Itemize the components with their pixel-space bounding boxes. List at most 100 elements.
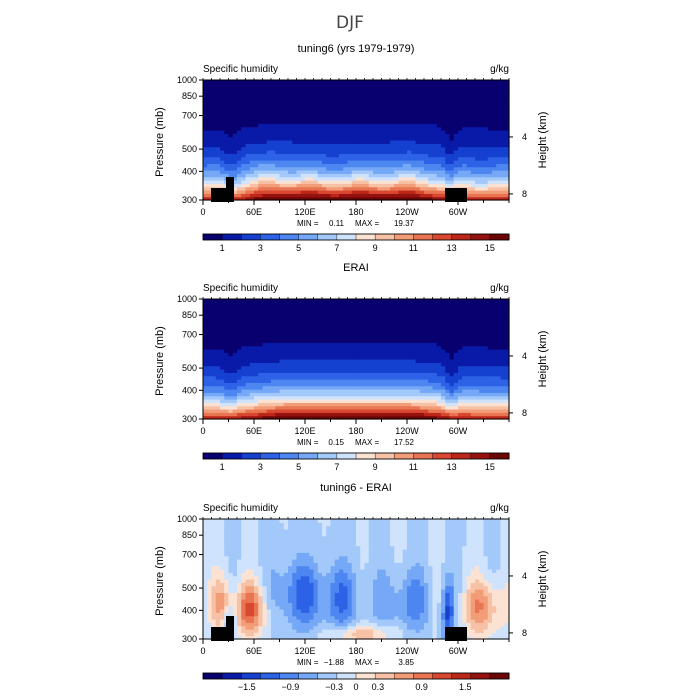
heatmap-cell: [249, 389, 255, 393]
heatmap-cell: [441, 156, 446, 161]
heatmap-cell: [453, 113, 459, 118]
heatmap-cell: [407, 183, 412, 188]
heatmap-cell: [305, 332, 310, 337]
heatmap-cell: [288, 322, 293, 327]
heatmap-cell: [203, 379, 208, 383]
heatmap-cell: [436, 133, 442, 138]
heatmap-cell: [207, 120, 213, 124]
heatmap-cell: [381, 379, 387, 383]
heatmap-cell: [262, 180, 268, 184]
heatmap-cell: [377, 375, 383, 380]
heatmap-cell: [220, 160, 225, 164]
heatmap-cell: [351, 103, 357, 108]
heatmap-cell: [415, 339, 421, 343]
heatmap-cell: [364, 335, 370, 340]
heatmap-cell: [441, 126, 446, 131]
heatmap-cell: [317, 183, 323, 188]
heatmap-cell: [458, 299, 463, 303]
heatmap-cell: [343, 153, 349, 158]
heatmap-cell: [411, 305, 417, 310]
heatmap-cell: [288, 365, 293, 370]
heatmap-cell: [283, 130, 289, 134]
heatmap-cell: [309, 140, 315, 144]
heatmap-cell: [283, 405, 289, 410]
heatmap-cell: [466, 163, 472, 168]
heatmap-cell: [288, 186, 293, 191]
heatmap-cell: [360, 183, 366, 188]
heatmap-cell: [258, 160, 264, 164]
heatmap-cell: [330, 140, 336, 144]
heatmap-cell: [245, 140, 251, 144]
heatmap-cell: [377, 100, 383, 104]
heatmap-cell: [368, 339, 374, 343]
heatmap-cell: [368, 173, 374, 178]
heatmap-cell: [398, 136, 404, 141]
heatmap-cell: [449, 412, 455, 417]
heatmap-cell: [407, 150, 412, 154]
heatmap-cell: [453, 160, 459, 164]
heatmap-cell: [220, 305, 225, 310]
heatmap-cell: [220, 173, 225, 178]
heatmap-cell: [411, 405, 417, 410]
heatmap-cell: [334, 180, 340, 184]
heatmap-cell: [377, 113, 383, 118]
heatmap-cell: [343, 342, 349, 347]
heatmap-cell: [436, 335, 442, 340]
heatmap-cell: [415, 309, 421, 313]
heatmap-cell: [381, 309, 387, 313]
heatmap-cell: [432, 83, 438, 88]
heatmap-cell: [309, 409, 315, 413]
heatmap-cell: [356, 193, 361, 198]
heatmap-cell: [249, 143, 255, 148]
heatmap-cell: [364, 190, 370, 194]
heatmap-cell: [377, 302, 383, 307]
heatmap-cell: [266, 302, 272, 307]
heatmap-cell: [203, 173, 208, 178]
heatmap-cell: [262, 389, 268, 393]
heatmap-cell: [428, 309, 434, 313]
heatmap-cell: [424, 150, 429, 154]
heatmap-cell: [428, 359, 434, 363]
heatmap-cell: [432, 186, 438, 191]
heatmap-cell: [224, 113, 230, 118]
heatmap-cell: [220, 130, 225, 134]
heatmap-cell: [313, 180, 319, 184]
heatmap-cell: [339, 136, 344, 141]
heatmap-cell: [296, 322, 302, 327]
heatmap-cell: [220, 183, 225, 188]
heatmap-cell: [504, 193, 510, 198]
heatmap-cell: [330, 133, 336, 138]
heatmap-cell: [245, 150, 251, 154]
heatmap-cell: [385, 153, 391, 158]
heatmap-cell: [245, 339, 251, 343]
heatmap-cell: [428, 180, 434, 184]
heatmap-cell: [462, 133, 468, 138]
heatmap-cell: [492, 136, 497, 141]
heatmap-cell: [458, 369, 463, 373]
heatmap-cell: [453, 305, 459, 310]
heatmap-cell: [249, 359, 255, 363]
heatmap-cell: [394, 325, 400, 330]
heatmap-cell: [428, 140, 434, 144]
heatmap-cell: [249, 415, 255, 420]
heatmap-cell: [211, 173, 217, 178]
heatmap-cell: [241, 116, 247, 121]
heatmap-cell: [424, 375, 429, 380]
heatmap-cell: [228, 369, 234, 373]
heatmap-cell: [339, 349, 344, 353]
heatmap-cell: [419, 100, 425, 104]
heatmap-cell: [462, 170, 468, 174]
heatmap-cell: [249, 106, 255, 111]
heatmap-cell: [309, 110, 315, 114]
heatmap-cell: [360, 352, 366, 357]
heatmap-cell: [385, 96, 391, 101]
heatmap-cell: [322, 190, 327, 194]
heatmap-cell: [398, 409, 404, 413]
heatmap-cell: [492, 113, 497, 118]
heatmap-cell: [373, 405, 378, 410]
heatmap-cell: [381, 90, 387, 94]
heatmap-cell: [445, 150, 451, 154]
colorbar-swatch: [374, 233, 395, 241]
heatmap-cell: [347, 319, 353, 323]
heatmap-cell: [254, 110, 259, 114]
